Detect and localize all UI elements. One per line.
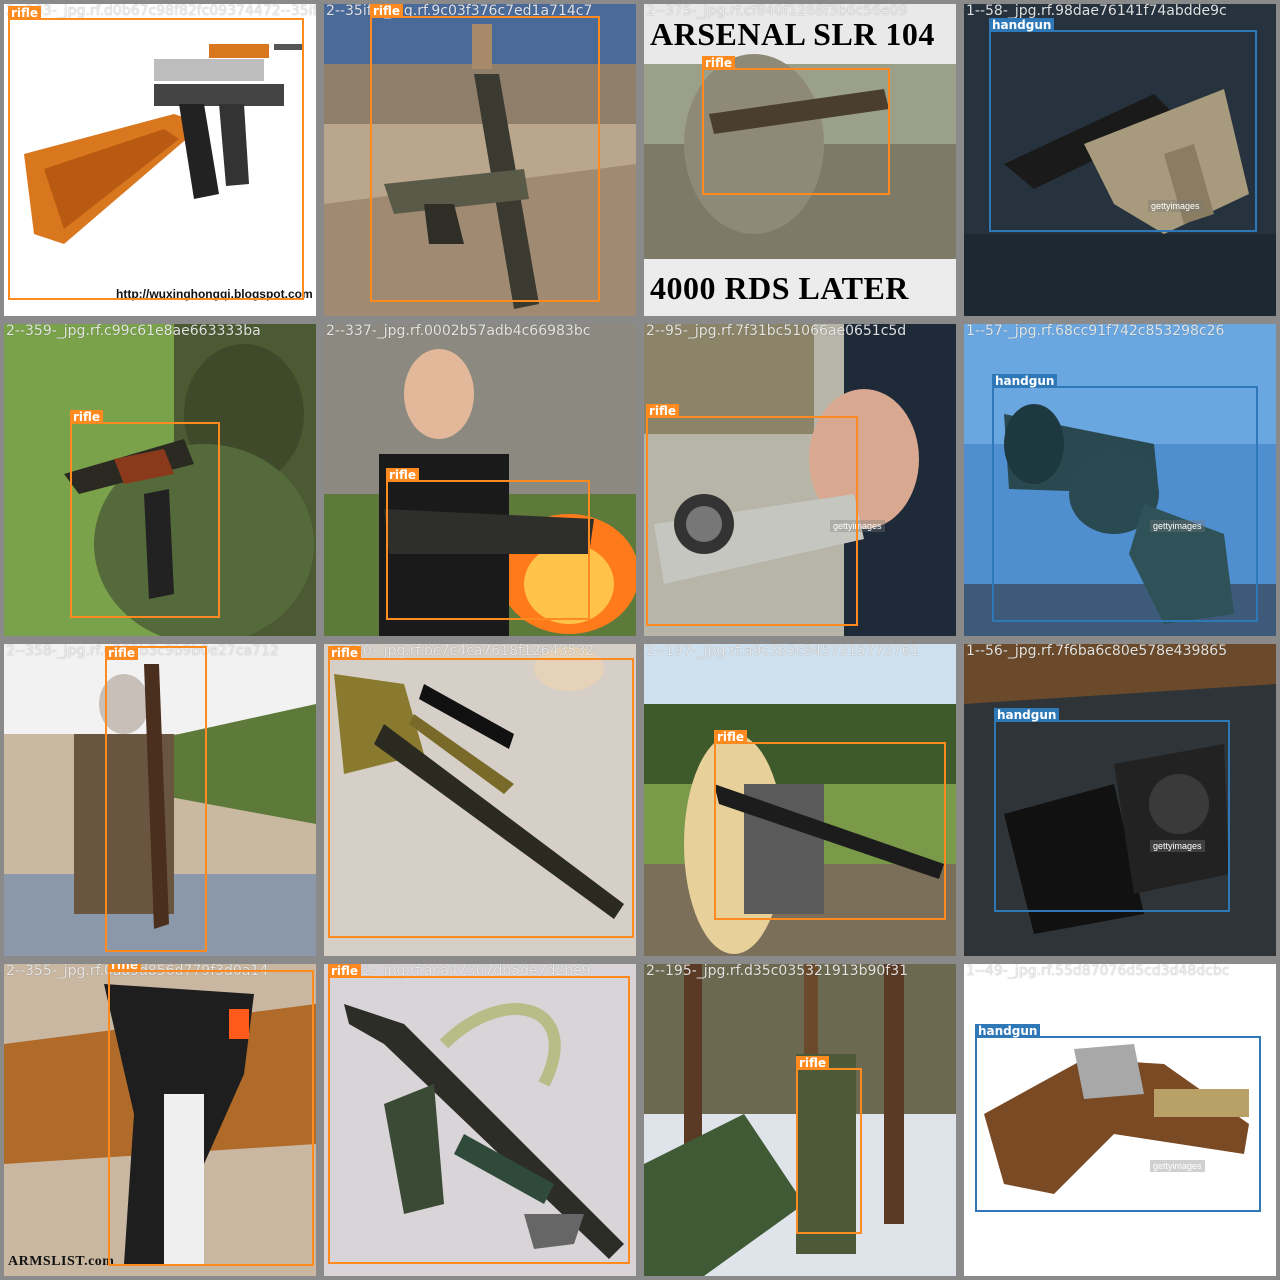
tile-image (964, 324, 1276, 636)
tile-image (644, 644, 956, 956)
tile-filename: 2--363-_jpg.rf.d0b67c98f82fc09374472--35… (6, 4, 316, 19)
detection-label: rifle (370, 4, 404, 18)
detection-label: rifle (702, 56, 736, 70)
detection-box-rifle[interactable]: rifle (796, 1056, 862, 1234)
detection-box-rifle[interactable]: rifle (714, 730, 946, 920)
tile[interactable]: 2--197-_jpg.rf.a9c3b3c8457315773761 rifl… (644, 644, 956, 956)
tile-caption-url: http://wuxinghongqi.blogspot.com (116, 287, 313, 301)
detection-label: handgun (994, 708, 1060, 722)
tile[interactable]: 2--355-_jpg.rf.0aa9d856d779f3d0a14 ARMSL… (4, 964, 316, 1276)
tile[interactable]: 1--58-_jpg.rf.98dae76141f74abdde9c getty… (964, 4, 1276, 316)
tile-image (964, 964, 1276, 1276)
tile[interactable]: 2--358-_jpg.rf.e881b3c9b9b0e27ca712 rifl… (4, 644, 316, 956)
tile-filename: 2--195-_jpg.rf.d35c035321913b90f31 (646, 964, 909, 979)
tile-filename: 2--358-_jpg.rf.e881b3c9b9b0e27ca712 (6, 644, 279, 659)
detection-box-rifle[interactable]: rifle (108, 964, 314, 1266)
tile-image (324, 4, 636, 316)
tile-image (644, 324, 956, 636)
tile-caption-bottom: 4000 RDS LATER (650, 270, 909, 306)
detection-box-rifle[interactable]: rifle (702, 56, 890, 195)
detection-box-handgun[interactable]: handgun (989, 18, 1257, 232)
tile-caption-top: ARSENAL SLR 104 (650, 16, 935, 52)
detection-label: handgun (975, 1024, 1041, 1038)
tile-filename: 2--197-_jpg.rf.a9c3b3c8457315773761 (646, 644, 920, 659)
detection-label: rifle (796, 1056, 830, 1070)
tile-image (324, 964, 636, 1276)
detection-label: rifle (328, 964, 362, 978)
detection-label: rifle (70, 410, 104, 424)
tile-image (4, 964, 316, 1276)
detection-label: handgun (989, 18, 1055, 32)
watermark: gettyimages (1150, 840, 1205, 852)
tile-filename: 1--56-_jpg.rf.7f6ba6c80e578e439865 (966, 644, 1228, 659)
detection-box-handgun[interactable]: handgun (992, 374, 1258, 622)
detection-box-handgun[interactable]: handgun (975, 1024, 1261, 1212)
tile-filename: 1--57-_jpg.rf.68cc91f742c853298c26 (966, 324, 1225, 339)
tile-image (324, 644, 636, 956)
tile-image (964, 4, 1276, 316)
tile[interactable]: 2--312-_jpg.rf.aca47307db5de7d2be9 rifle (324, 964, 636, 1276)
tile[interactable]: 1--56-_jpg.rf.7f6ba6c80e578e439865 getty… (964, 644, 1276, 956)
tile[interactable]: 2--375-_jpg.rf.cf840f1268f3b6c56e09 ARSE… (644, 4, 956, 316)
tile-filename: 1--58-_jpg.rf.98dae76141f74abdde9c (966, 4, 1227, 19)
tile[interactable]: 2--95-_jpg.rf.7f31bc51066ae0651c5d getty… (644, 324, 956, 636)
tile-filename: 1--49-_jpg.rf.55d87076d5cd3d48dcbc (966, 964, 1230, 979)
detection-box-rifle[interactable]: rifle (370, 4, 600, 302)
tile[interactable]: 2--330-_jpg.rf.bc7c4ca7618f12643532 rifl… (324, 644, 636, 956)
detection-box-rifle[interactable]: rifle (70, 410, 220, 618)
tile[interactable]: 2--195-_jpg.rf.d35c035321913b90f31 rifle (644, 964, 956, 1276)
detection-label: rifle (105, 646, 139, 660)
tile-image (4, 324, 316, 636)
tile[interactable]: 2--359-_jpg.rf.c99c61e8ae663333ba rifle (4, 324, 316, 636)
tile-filename: 2--95-_jpg.rf.7f31bc51066ae0651c5d (646, 324, 907, 339)
detection-box-rifle[interactable]: rifle (8, 6, 304, 300)
detection-label: rifle (108, 964, 142, 972)
tile[interactable]: 2--363-_jpg.rf.d0b67c98f82fc09374472--35… (4, 4, 316, 316)
tile-image (4, 644, 316, 956)
watermark: gettyimages (1150, 520, 1205, 532)
tile[interactable]: 1--49-_jpg.rf.55d87076d5cd3d48dcbc getty… (964, 964, 1276, 1276)
tile[interactable]: 1--57-_jpg.rf.68cc91f742c853298c26 getty… (964, 324, 1276, 636)
detection-box-rifle[interactable]: rifle (386, 468, 590, 620)
watermark: gettyimages (1150, 1160, 1205, 1172)
detection-box-rifle[interactable]: rifle (328, 646, 634, 938)
tile-image (964, 644, 1276, 956)
tile-filename: 2--330-_jpg.rf.bc7c4ca7618f12643532 (326, 644, 595, 659)
detection-box-rifle[interactable]: rifle (646, 404, 858, 626)
detection-label: rifle (386, 468, 420, 482)
detection-label: rifle (328, 646, 362, 660)
tile-filename: 2--337-_jpg.rf.0002b57adb4c66983bc (326, 324, 591, 339)
tile-filename: 2--312-_jpg.rf.aca47307db5de7d2be9 (326, 964, 591, 979)
detection-box-rifle[interactable]: rifle (105, 646, 207, 952)
tile-image (644, 964, 956, 1276)
tile-filename: 2--359-_jpg.rf.c99c61e8ae663333ba (6, 324, 261, 339)
detection-label: handgun (992, 374, 1058, 388)
tile-image (4, 4, 316, 316)
tile-image (644, 4, 956, 316)
tile[interactable]: 2--35ifle_jpg.rf.9c03f376c7ed1a714c7 rif… (324, 4, 636, 316)
tile-caption-bottom: ARMSLIST.com (8, 1254, 115, 1269)
detection-label: rifle (646, 404, 680, 418)
watermark: gettyimages (1148, 200, 1203, 212)
detection-box-rifle[interactable]: rifle (328, 964, 630, 1264)
tile[interactable]: 2--337-_jpg.rf.0002b57adb4c66983bc rifle (324, 324, 636, 636)
detection-label: rifle (8, 6, 42, 20)
detection-label: rifle (714, 730, 748, 744)
tile-filename: 2--375-_jpg.rf.cf840f1268f3b6c56e09 (646, 4, 908, 19)
detection-box-handgun[interactable]: handgun (994, 708, 1230, 912)
